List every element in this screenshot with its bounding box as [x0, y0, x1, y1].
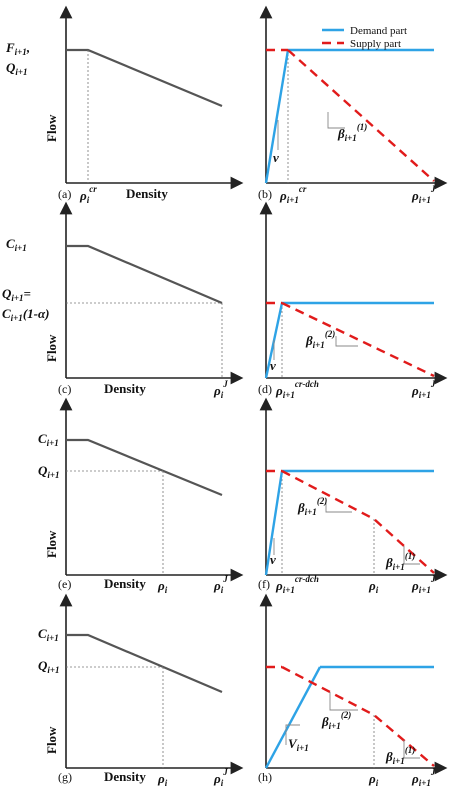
density-axis-label: Density [104, 576, 146, 591]
beta1-label: βi+1(1) [385, 551, 415, 572]
panel-h: Vi+1 βi+1(2) βi+1(1) (h) ρi ρi+1J [258, 593, 448, 788]
demand-rise [264, 470, 284, 576]
slope-marker-beta1 [403, 546, 420, 565]
panel-label: (f) [258, 577, 270, 591]
x-tick-rho-jam: ρiJ [213, 574, 228, 595]
beta2-label: βi+1(2) [297, 496, 327, 517]
x-tick-rho-jam: ρi+1J [411, 767, 436, 788]
supply-fall [281, 665, 435, 767]
panel-label: (b) [258, 187, 272, 201]
panel-b: v βi+1(1) Demand part Supply part (b) ρi… [258, 5, 448, 205]
slope-marker-beta2 [329, 692, 358, 711]
panel-g: Ci+1 Qi+1 Flow (g) Density ρi ρiJ [38, 593, 244, 788]
panel-a: Fi+1, Qi+1 Flow (a) ρicr Density [5, 5, 244, 205]
panel-label: (g) [58, 770, 72, 784]
x-tick-rho-crdch: ρi+1cr-dch [275, 379, 319, 400]
supply-fall [281, 469, 435, 574]
y-label-c-alpha: Ci+1(1-α) [2, 306, 50, 323]
nu-label: v [273, 150, 279, 165]
x-tick-rho-crdch: ρi+1cr-dch [275, 574, 319, 595]
beta-label: βi+1(1) [337, 122, 367, 143]
flow-axis-label: Flow [44, 334, 59, 362]
flow-curve [66, 48, 223, 108]
panel-d: v βi+1(2) (d) ρi+1cr-dch ρi+1J [258, 201, 448, 400]
panel-label: (a) [58, 187, 71, 201]
flow-curve [66, 438, 223, 497]
slope-marker-beta [327, 112, 345, 129]
slope-marker-beta2 [325, 498, 352, 513]
flow-axis-label: Flow [44, 726, 59, 754]
panel-label: (c) [58, 382, 71, 396]
y-label-q: Qi+1 [6, 60, 28, 77]
y-label-c: Ci+1 [6, 236, 27, 253]
density-axis-label: Density [104, 381, 146, 396]
x-tick-rho-i: ρi [157, 578, 168, 595]
v-label: Vi+1 [288, 736, 309, 753]
x-tick-rho-jam: ρiJ [213, 767, 228, 788]
supply-fall [281, 301, 435, 378]
x-tick-rho-jam: ρi+1J [411, 184, 436, 205]
y-label-q: Qi+1 [38, 463, 60, 480]
beta-label: βi+1(2) [305, 329, 335, 350]
panel-label: (d) [258, 382, 272, 396]
beta2-label: βi+1(2) [321, 710, 351, 731]
panel-label: (h) [258, 770, 272, 784]
demand-rise [264, 666, 322, 769]
supply-fall [287, 49, 435, 182]
panel-f: v βi+1(2) βi+1(1) (f) ρi+1cr-dch ρi ρi+1… [258, 397, 448, 595]
beta1-label: βi+1(1) [385, 745, 415, 766]
legend-supply-text: Supply part [350, 38, 401, 50]
density-axis-label: Density [104, 769, 146, 784]
x-tick-rho-i: ρi [368, 771, 379, 788]
x-tick-rho-i: ρi [368, 578, 379, 595]
legend-demand-text: Demand part [350, 25, 407, 37]
panel-e: Ci+1 Qi+1 Flow (e) Density ρi ρiJ [38, 397, 244, 595]
flow-curve [66, 633, 223, 694]
x-tick-rho-jam: ρi+1J [411, 574, 436, 595]
x-tick-rho-cr: ρicr [79, 184, 97, 205]
y-label-c: Ci+1 [38, 431, 59, 448]
density-axis-label: Density [126, 186, 168, 201]
slope-marker-beta1 [403, 740, 420, 759]
demand-rise [264, 49, 290, 184]
flow-curve [66, 244, 223, 305]
y-label-c: Ci+1 [38, 626, 59, 643]
y-label-top: Fi+1, [5, 40, 30, 57]
slope-marker-beta [335, 336, 358, 347]
panel-label: (e) [58, 577, 71, 591]
flow-axis-label: Flow [44, 530, 59, 558]
y-label-q: Qi+1 [38, 658, 60, 675]
x-tick-rho-cr: ρi+1cr [279, 184, 307, 205]
slope-marker-v [285, 724, 300, 745]
nu-label: v [270, 358, 276, 373]
panel-c: Ci+1 Qi+1= Ci+1(1-α) Flow (c) Density ρi… [2, 201, 244, 400]
x-tick-rho-jam: ρiJ [213, 379, 228, 400]
x-tick-rho-jam: ρi+1J [411, 379, 436, 400]
flow-axis-label: Flow [44, 114, 59, 142]
x-tick-rho-i: ρi [157, 771, 168, 788]
y-label-q-eq: Qi+1= [2, 286, 31, 303]
nu-label: v [270, 552, 276, 567]
